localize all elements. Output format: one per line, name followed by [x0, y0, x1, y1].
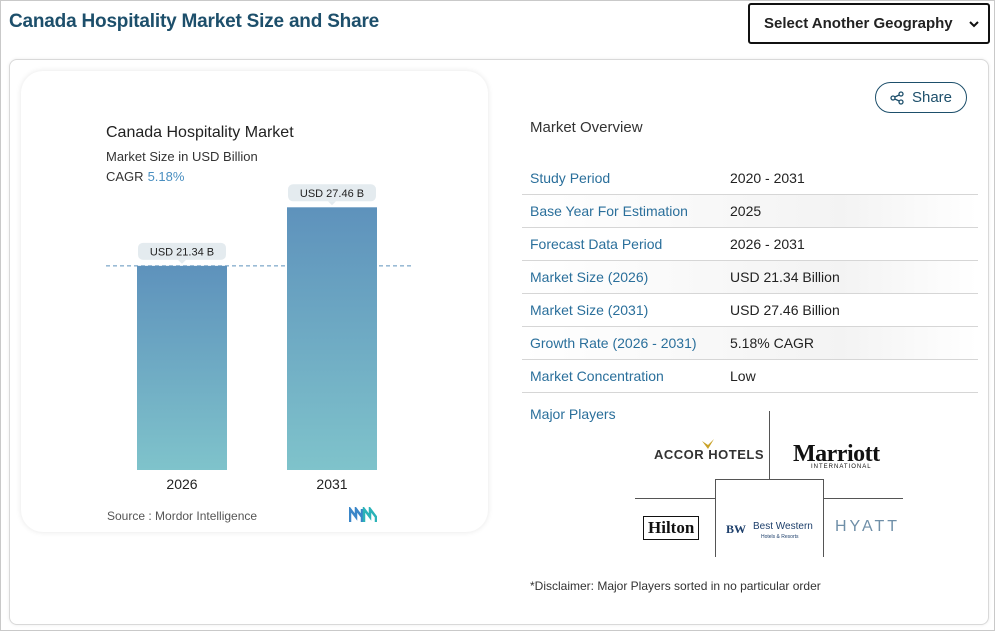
overview-row: Growth Rate (2026 - 2031) 5.18% CAGR — [522, 327, 978, 360]
chevron-down-icon — [969, 21, 979, 28]
data-label-pill — [138, 242, 226, 260]
data-label: USD 27.46 B — [300, 188, 364, 200]
chart-bar — [137, 265, 227, 470]
data-label: USD 21.34 B — [150, 246, 214, 258]
data-label-pointer — [328, 201, 336, 206]
overview-value: 2026 - 2031 — [730, 236, 805, 252]
chart-subtitle: Market Size in USD Billion — [106, 149, 258, 164]
overview-key: Market Concentration — [530, 368, 664, 384]
overview-row: Study Period 2020 - 2031 — [522, 162, 978, 195]
marriott-logo: Marriott — [793, 441, 880, 467]
share-button[interactable]: Share — [875, 82, 967, 113]
geography-select[interactable]: Select Another Geography — [748, 3, 990, 44]
overview-value: 5.18% CAGR — [730, 335, 815, 351]
overview-row: Market Concentration Low — [522, 360, 978, 393]
major-players-label: Major Players — [530, 406, 616, 422]
accor-hotels-logo: ACCOR HOTELS — [654, 439, 764, 462]
data-label-pill — [288, 184, 376, 202]
best-western-logo: Best Western — [753, 521, 813, 532]
overview-row: Market Size (2031) USD 27.46 Billion — [522, 294, 978, 327]
overview-row: Market Size (2026) USD 21.34 Billion — [522, 261, 978, 294]
cagr-label: CAGR — [106, 169, 144, 184]
mordor-intelligence-logo — [349, 507, 377, 522]
accor-logo-text: ACCOR HOTELS — [654, 447, 764, 462]
marriott-logo-sub: INTERNATIONAL — [811, 464, 872, 470]
share-icon — [890, 90, 904, 105]
disclaimer: *Disclaimer: Major Players sorted in no … — [530, 579, 821, 593]
x-tick-label: 2026 — [166, 476, 197, 492]
geography-select-label: Select Another Geography — [764, 15, 953, 32]
chart-card: Canada Hospitality Market Market Size in… — [21, 71, 488, 532]
overview-heading: Market Overview — [530, 119, 643, 136]
overview-key: Market Size (2031) — [530, 302, 649, 318]
hilton-logo: Hilton — [643, 516, 700, 540]
grid-line — [769, 411, 770, 479]
share-label: Share — [911, 89, 953, 106]
page-title: Canada Hospitality Market Size and Share — [9, 11, 380, 32]
overview-key: Market Size (2026) — [530, 269, 649, 285]
overview-value: USD 27.46 Billion — [730, 302, 840, 318]
overview-key: Study Period — [530, 170, 611, 186]
best-western-sub: Hotels & Resorts — [761, 534, 799, 540]
overview-table: Study Period 2020 - 2031 Base Year For Est… — [522, 162, 978, 393]
overview-value: USD 21.34 Billion — [730, 269, 840, 285]
x-tick-label: 2031 — [316, 476, 347, 492]
chart-bar — [287, 207, 377, 471]
overview-value: Low — [730, 368, 756, 384]
hyatt-logo: HYATT — [835, 518, 901, 535]
overview-key: Forecast Data Period — [530, 236, 663, 252]
chart-source: Source : Mordor Intelligence — [107, 509, 258, 523]
grid-line — [715, 479, 823, 480]
chart-title: Canada Hospitality Market — [106, 124, 294, 141]
grid-line — [823, 479, 824, 557]
cagr-row: CAGR 5.18% — [106, 169, 184, 184]
best-western-mark: BW — [726, 522, 747, 536]
grid-line — [635, 498, 715, 499]
grid-line — [823, 498, 903, 499]
overview-value: 2025 — [730, 203, 762, 219]
overview-key: Growth Rate (2026 - 2031) — [530, 335, 697, 351]
bar-chart: USD 21.34 B 2026 USD 27.46 B 2031 — [106, 184, 411, 492]
accor-star-icon — [702, 439, 714, 449]
overview-row: Base Year For Estimation 2025 — [522, 195, 978, 228]
cagr-value: 5.18% — [147, 169, 185, 184]
grid-line — [715, 479, 716, 557]
data-label-pointer — [178, 259, 186, 264]
overview-row: Forecast Data Period 2026 - 2031 — [522, 228, 978, 261]
overview-value: 2020 - 2031 — [730, 170, 805, 186]
overview-key: Base Year For Estimation — [530, 203, 688, 219]
players-grid — [635, 411, 903, 557]
